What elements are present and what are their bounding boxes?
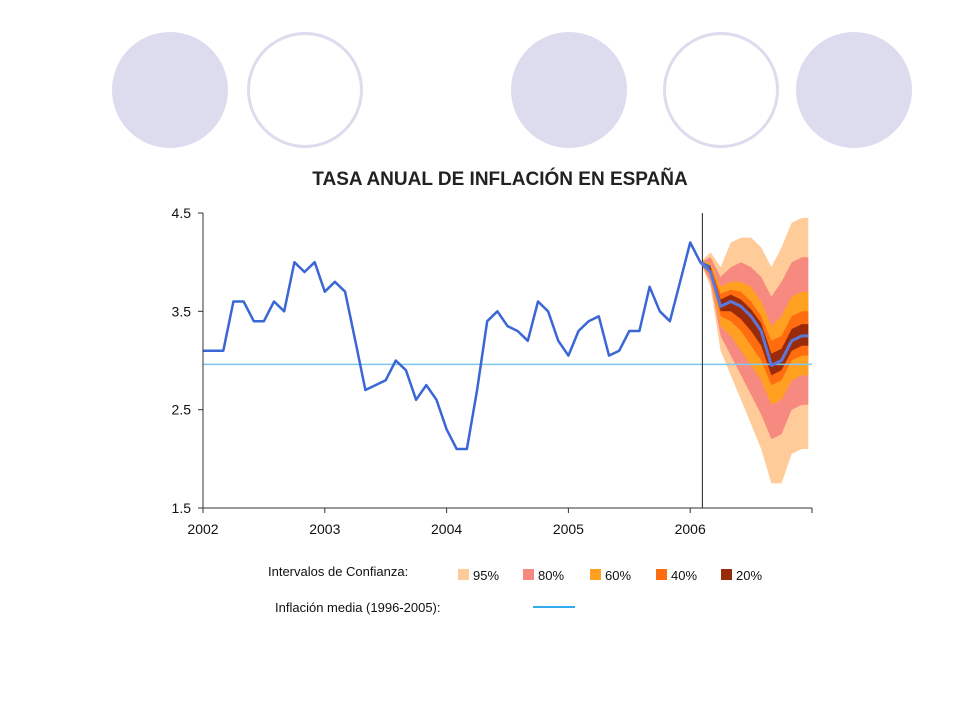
decor-circle-filled-1 [112,32,228,148]
legend-mean-label: Inflación media (1996-2005): [275,600,441,615]
y-tick-label: 2.5 [172,402,192,418]
x-tick-label: 2006 [675,521,706,537]
legend-label-95pct: 95% [473,568,499,583]
forecast-central-line [699,261,809,367]
decor-circle-hollow-2 [663,32,779,148]
x-tick-label: 2002 [187,521,218,537]
series-line-0 [203,241,712,451]
confidence-bands [700,217,809,484]
mean-line-layer [203,213,812,508]
legend-swatch-80pct [523,569,534,580]
legend-swatch-60pct [590,569,601,580]
legend-swatch-20pct [721,569,732,580]
chart-title: TASA ANUAL DE INFLACIÓN EN ESPAÑA [312,168,688,190]
decor-circle-filled-2 [511,32,627,148]
decor-circle-filled-3 [796,32,912,148]
y-tick-label: 4.5 [172,205,192,221]
x-tick-label: 2004 [431,521,462,537]
legend-swatch-95pct [458,569,469,580]
legend-label-80pct: 80% [538,568,564,583]
decor-circle-hollow-1 [247,32,363,148]
axes: 4.5 3.5 2.5 1.5 2002 2003 2004 2005 2006 [172,205,813,537]
legend-label-20pct: 20% [736,568,762,583]
x-tick-label: 2005 [553,521,584,537]
legend: Intervalos de Confianza: 95% 80% 60% 40% 20% I… [268,564,762,615]
series-layer [203,241,809,451]
x-tick-label: 2003 [309,521,340,537]
y-tick-label: 1.5 [172,500,192,516]
legend-swatch-40pct [656,569,667,580]
legend-label-40pct: 40% [671,568,697,583]
legend-label-60pct: 60% [605,568,631,583]
legend-intervals-label: Intervalos de Confianza: [268,564,408,579]
y-tick-label: 3.5 [172,303,192,319]
